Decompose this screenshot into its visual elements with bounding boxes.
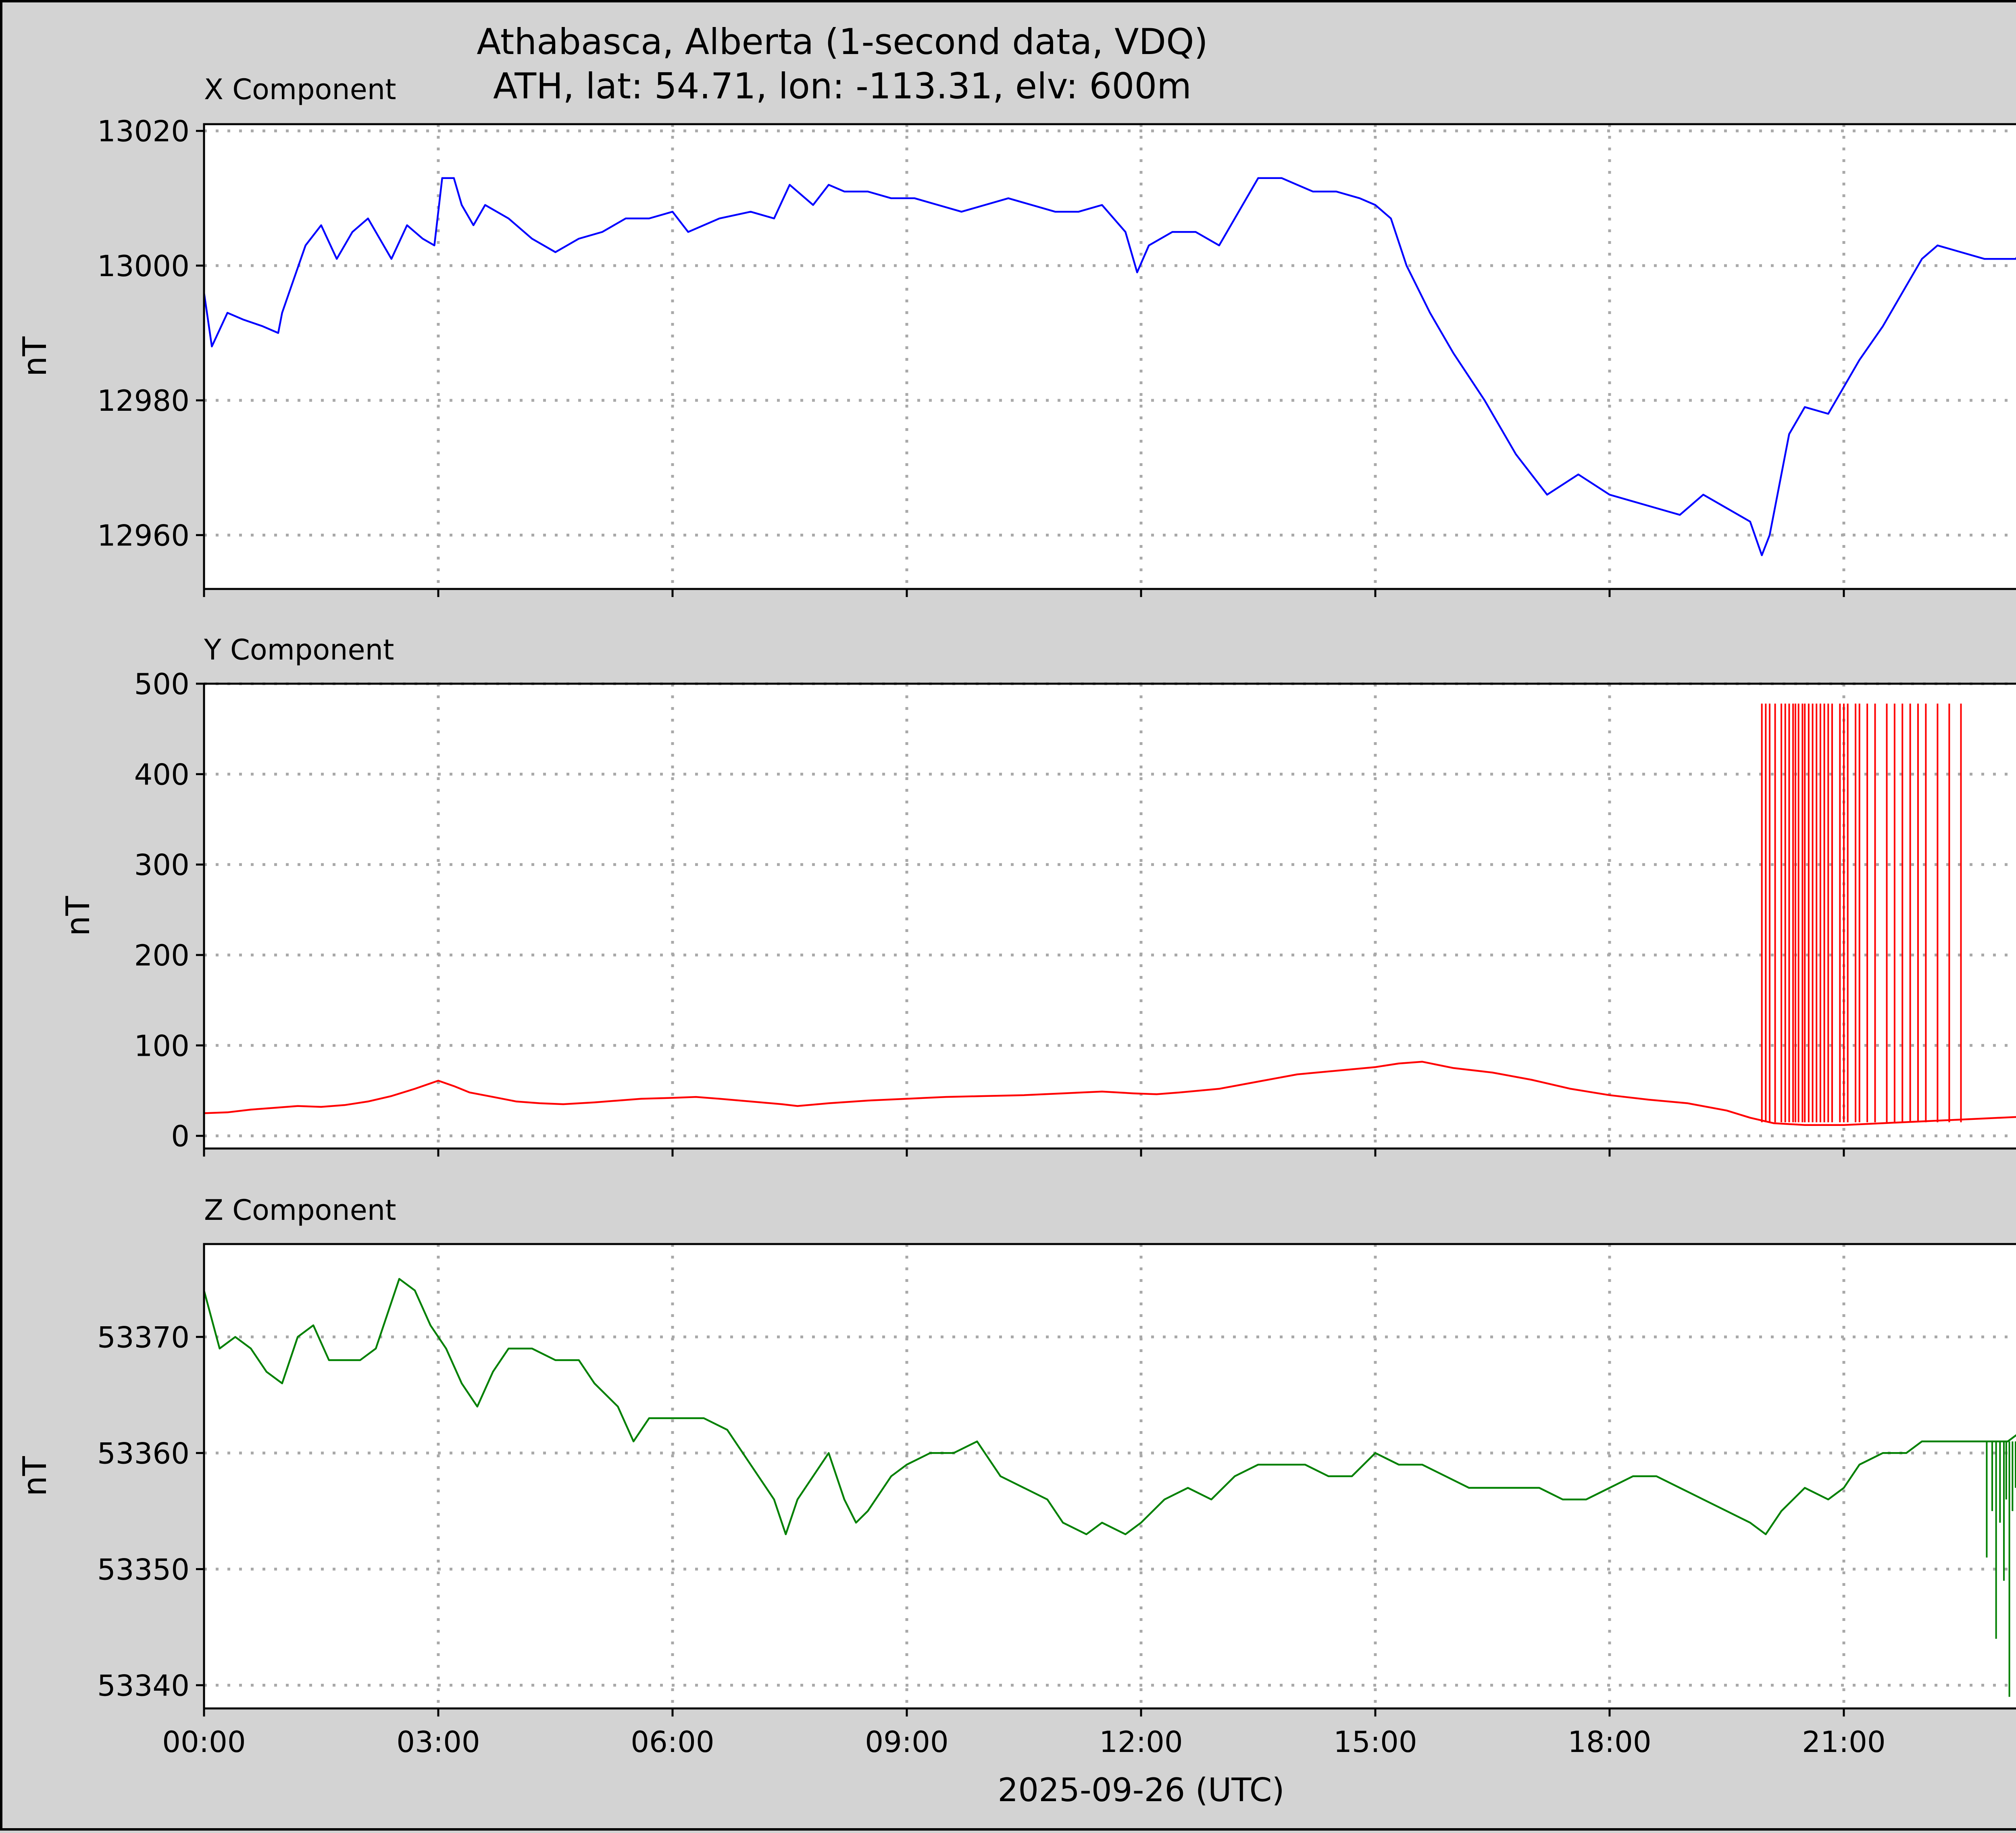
plot-frame [203,1243,2016,1710]
chart-title: Athabasca, Alberta (1-second data, VDQ) [477,21,1208,62]
x-tick-label: 12:00 [1099,1725,1183,1759]
y-tick-label: 53360 [97,1436,190,1470]
y-tick-label: 53340 [97,1669,190,1702]
panel-title: Y Component [204,633,394,666]
y-axis-label: nT [16,336,54,377]
y-tick-label: 400 [134,757,190,791]
y-axis-label: nT [59,896,97,936]
series-x [204,177,2016,556]
x-tick-label: 06:00 [631,1725,714,1759]
plot-area [204,684,2016,1148]
plot-frame [203,123,2016,590]
data-line [204,1061,2016,1126]
x-tick-label: 15:00 [1333,1725,1417,1759]
y-tick-label: 500 [134,667,190,701]
x-tick-label: 00:00 [162,1725,246,1759]
panel-x: 12960 12980 13000 13020 X Component nT [16,73,2016,597]
y-tick-label: 13020 [97,114,190,148]
plot-area [204,1244,2016,1708]
x-tick-label: 21:00 [1802,1725,1886,1759]
series-z [204,1278,2016,1697]
x-tick-label: 18:00 [1568,1725,1652,1759]
x-tick-label: 09:00 [865,1725,949,1759]
series-y [204,703,2016,1126]
y-tick-label: 53370 [97,1320,190,1354]
data-line [204,1278,2016,1535]
y-tick-label: 12960 [97,518,190,552]
y-tick-label: 300 [134,848,190,882]
y-tick-label: 12980 [97,384,190,418]
y-tick-label: 200 [134,938,190,972]
y-axis-label: nT [16,1456,54,1496]
x-tick-label: 03:00 [396,1725,480,1759]
panel-z: 53340 53350 53360 53370 Z Component nT [16,1194,2016,1716]
y-tick-label: 100 [134,1029,190,1063]
panel-title: Z Component [204,1194,396,1227]
panel-title: X Component [204,73,396,106]
y-tick-label: 53350 [97,1552,190,1586]
panel-y: 0 100 200 300 400 500 Y Component nT [59,633,2016,1157]
y-tick-label: 13000 [97,249,190,283]
data-line [204,177,2016,556]
plot-area [204,124,2016,589]
plot-frame [203,682,2016,1150]
y-tick-label: 0 [171,1119,190,1153]
chart-subtitle: ATH, lat: 54.71, lon: -113.31, elv: 600m [493,65,1191,107]
x-axis-label: 2025-09-26 (UTC) [998,1771,1284,1809]
